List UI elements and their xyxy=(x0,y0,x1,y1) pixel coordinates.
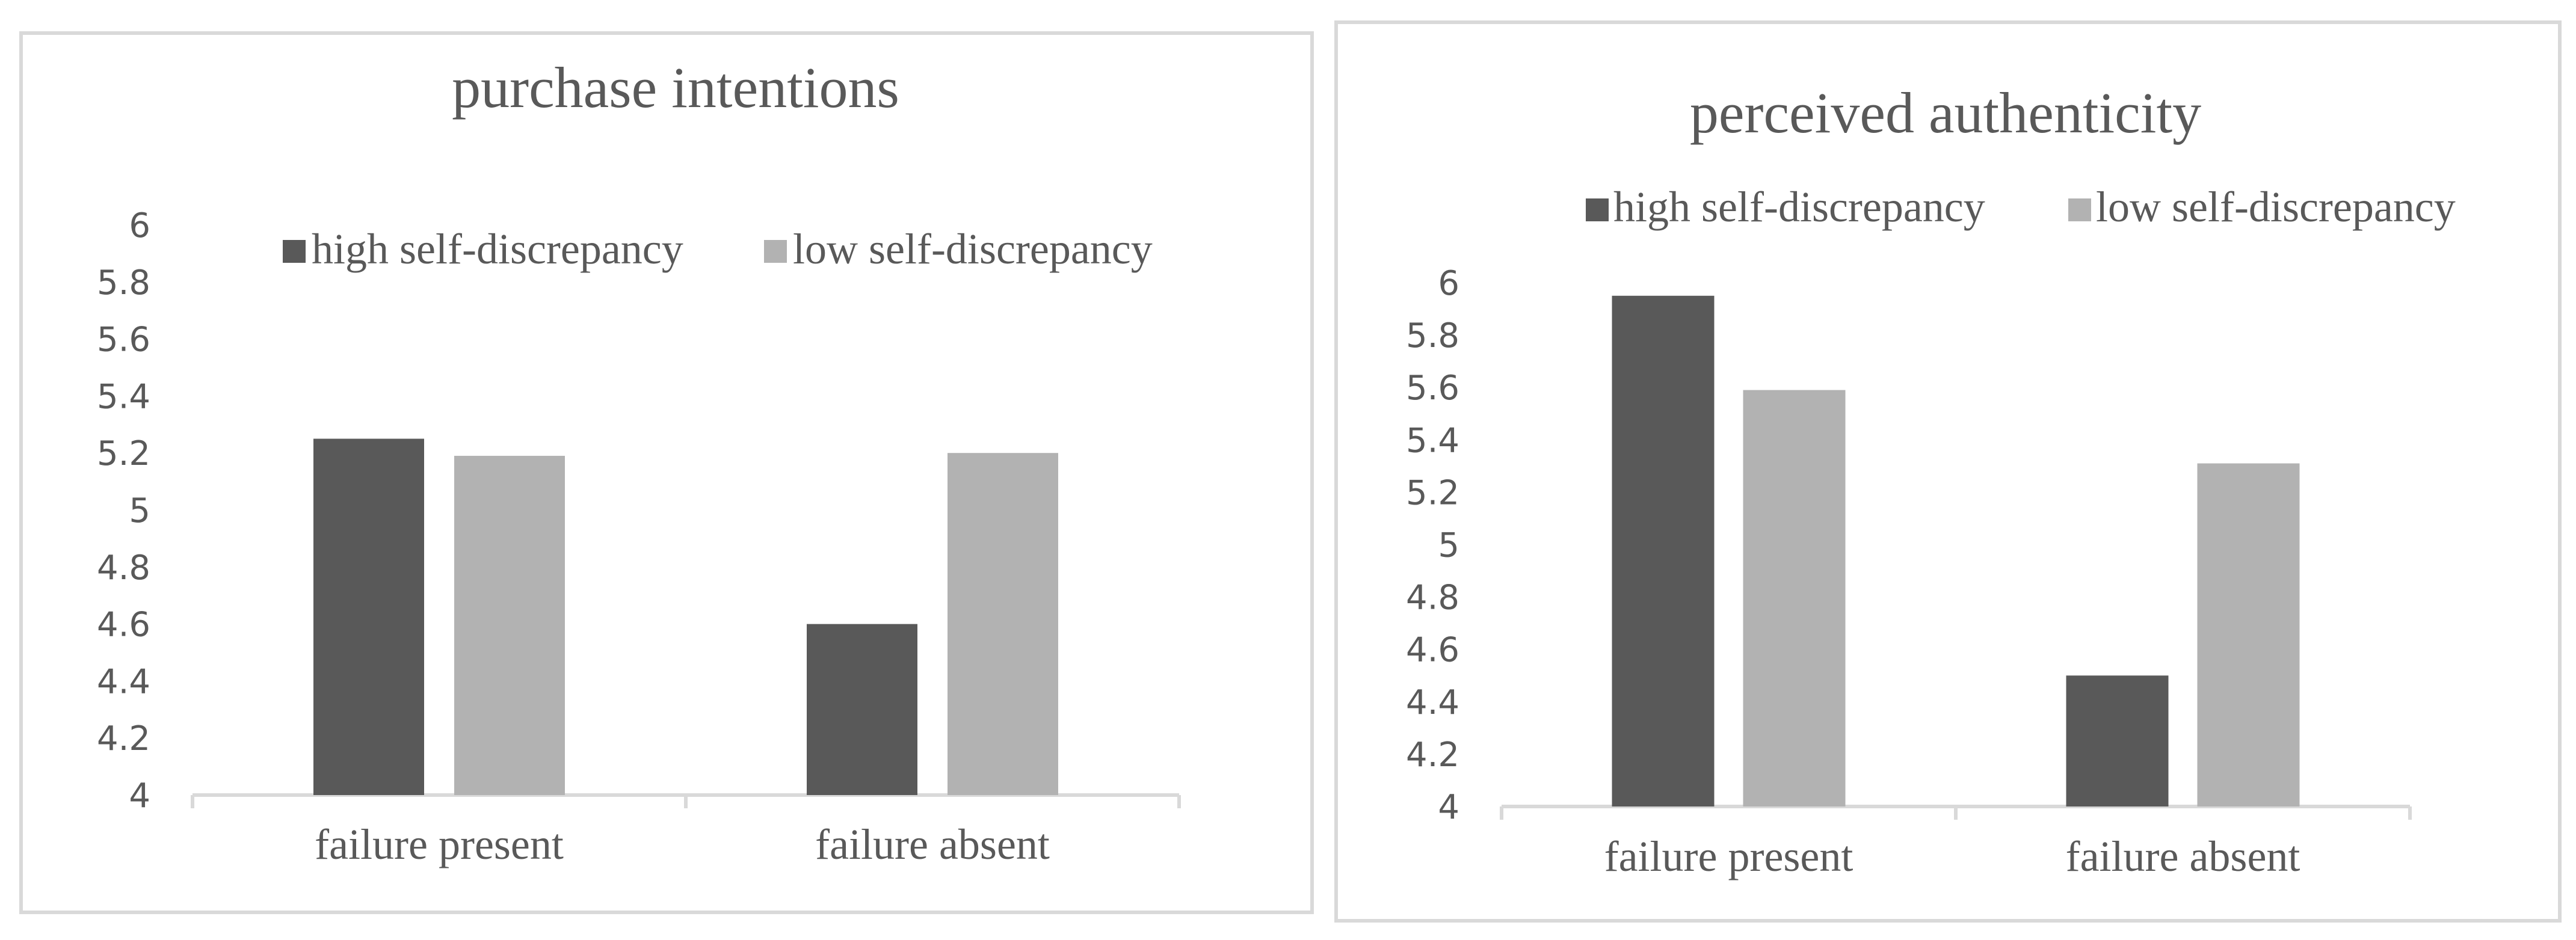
purchase-intentions-chart: purchase intentions high self-discrepanc… xyxy=(97,55,1181,868)
y-tick-label: 5.8 xyxy=(97,263,150,303)
y-tick-label: 5 xyxy=(129,491,150,530)
y-tick-label: 4.8 xyxy=(97,548,150,588)
legend-label-low: low self-discrepancy xyxy=(2096,183,2456,231)
x-category-label: failure absent xyxy=(2066,832,2300,880)
x-category-label: failure absent xyxy=(815,820,1050,868)
x-category-label: failure present xyxy=(1604,832,1853,880)
legend-label-low: low self-discrepancy xyxy=(793,225,1153,273)
y-tick-label: 5.4 xyxy=(1406,421,1459,460)
legend-swatch-high xyxy=(283,240,306,263)
chart-title: purchase intentions xyxy=(452,55,899,120)
y-tick-label: 4.2 xyxy=(97,719,150,758)
y-tick-label: 6 xyxy=(1438,264,1459,303)
chart-title: perceived authenticity xyxy=(1690,81,2201,145)
legend-label-high: high self-discrepancy xyxy=(312,225,683,273)
bar-low-failure-present xyxy=(1743,390,1846,806)
y-tick-label: 4.6 xyxy=(97,606,150,645)
y-tick-label: 4.8 xyxy=(1406,579,1459,618)
bar-high-failure-present xyxy=(1612,295,1715,806)
bar-high-failure-absent xyxy=(2066,675,2169,806)
bar-low-failure-absent xyxy=(2197,463,2300,806)
y-tick-label: 5.2 xyxy=(97,434,150,473)
y-tick-label: 4 xyxy=(129,776,150,816)
bar-high-failure-present xyxy=(313,438,424,795)
legend-swatch-low xyxy=(2068,198,2091,221)
x-category-label: failure present xyxy=(315,820,564,868)
y-tick-label: 5.8 xyxy=(1406,316,1459,355)
legend-label-high: high self-discrepancy xyxy=(1613,183,1985,231)
y-tick-label: 4 xyxy=(1438,788,1459,827)
y-tick-label: 4.4 xyxy=(1406,683,1459,722)
y-tick-label: 6 xyxy=(129,206,150,245)
chart-panel-perceived-authenticity: perceived authenticity high self-discrep… xyxy=(1334,20,2562,923)
bar-high-failure-absent xyxy=(807,624,917,795)
y-tick-label: 4.6 xyxy=(1406,631,1459,670)
legend-swatch-high xyxy=(1586,198,1609,221)
bar-low-failure-absent xyxy=(948,453,1058,795)
y-tick-label: 5.6 xyxy=(1406,369,1459,408)
y-tick-label: 4.2 xyxy=(1406,736,1459,775)
bar-low-failure-present xyxy=(454,455,565,795)
y-tick-label: 5.2 xyxy=(1406,473,1459,512)
y-tick-label: 4.4 xyxy=(97,662,150,701)
perceived-authenticity-chart: perceived authenticity high self-discrep… xyxy=(1406,81,2456,880)
y-tick-label: 5 xyxy=(1438,526,1459,565)
y-tick-label: 5.6 xyxy=(97,321,150,360)
legend-swatch-low xyxy=(764,240,787,263)
chart-panel-purchase-intentions: purchase intentions high self-discrepanc… xyxy=(19,31,1314,914)
y-tick-label: 5.4 xyxy=(97,377,150,416)
